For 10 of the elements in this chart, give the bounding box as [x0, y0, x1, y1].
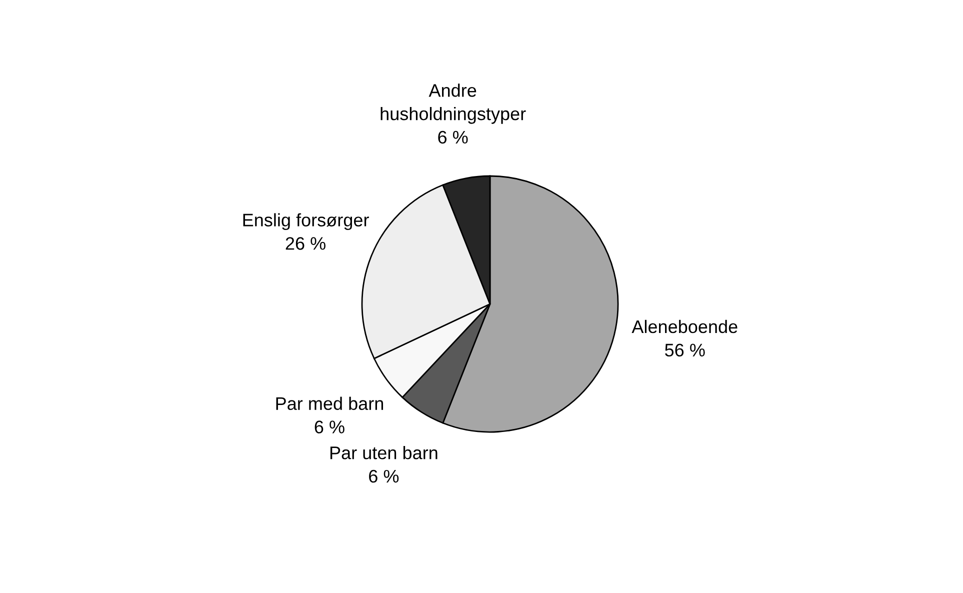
data-label: 6 % [314, 420, 344, 434]
data-label: 6 % [438, 130, 468, 144]
slice-label: Enslig forsørger [243, 213, 369, 230]
slice-label: Andre husholdningstyper [380, 84, 526, 124]
data-label: 6 % [369, 470, 399, 483]
slice-label: Par uten barn [330, 446, 438, 460]
slice-label: Par med barn [276, 396, 384, 410]
data-label: 56 % [665, 344, 705, 357]
slice-label: Aleneboende [632, 320, 738, 334]
data-label: 26 % [286, 237, 326, 250]
